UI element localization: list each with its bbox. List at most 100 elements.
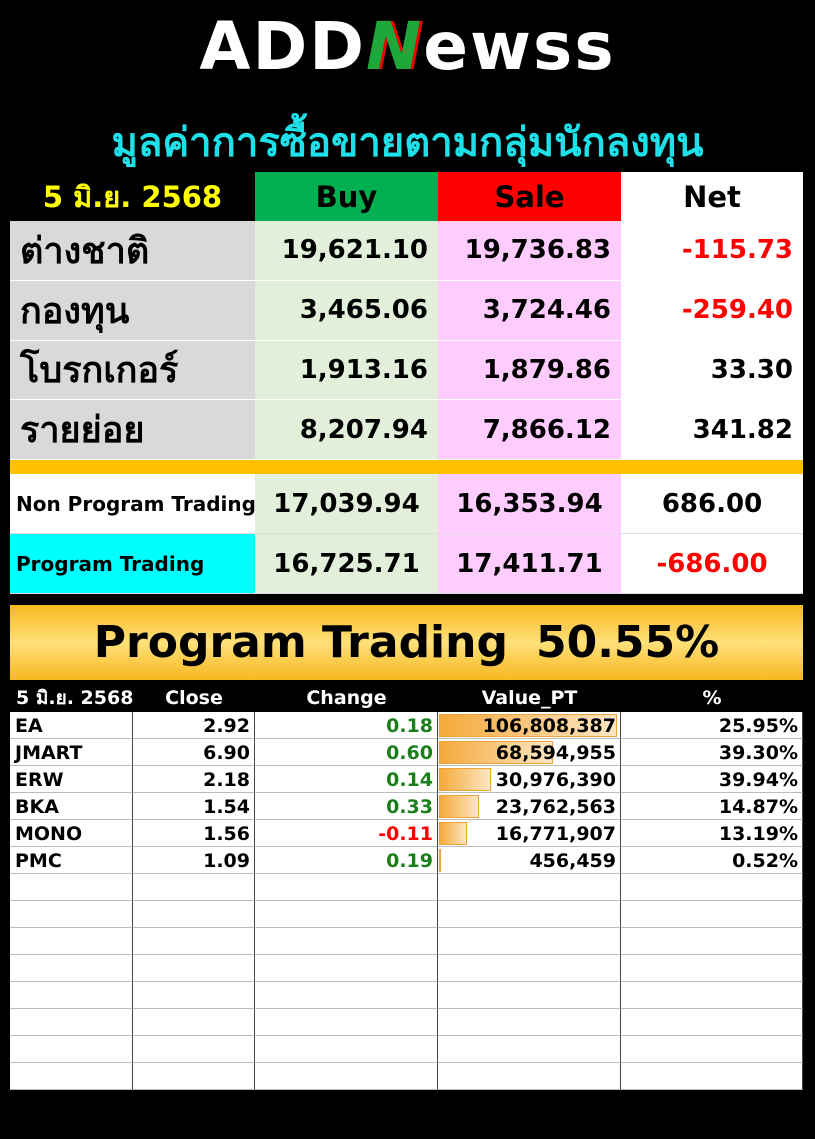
grid-cell bbox=[133, 982, 255, 1009]
stock-value: 1.54 bbox=[203, 795, 250, 818]
grid-cell bbox=[133, 766, 255, 793]
stock-value: 39.94% bbox=[718, 768, 798, 791]
grid-cell bbox=[133, 1063, 255, 1090]
grid-cell bbox=[438, 982, 621, 1009]
grid-cell bbox=[10, 712, 133, 739]
grid-cell bbox=[621, 712, 803, 739]
grid-cell bbox=[10, 820, 133, 847]
summary-value: 33.30 bbox=[621, 340, 803, 401]
stock-symbol: EA bbox=[15, 714, 43, 737]
grid-cell bbox=[621, 820, 803, 847]
grid-cell bbox=[133, 739, 255, 766]
stock-value: 0.52% bbox=[732, 849, 798, 872]
grid-cell bbox=[621, 982, 803, 1009]
group-label: ต่างชาติ bbox=[10, 221, 255, 281]
value-bar bbox=[439, 714, 617, 737]
grid-cell bbox=[133, 793, 255, 820]
summary-value: 8,207.94 bbox=[255, 400, 438, 460]
grid-cell bbox=[438, 928, 621, 955]
stock-table bbox=[10, 712, 803, 1090]
stock-value: 25.95% bbox=[718, 714, 798, 737]
stock-symbol: PMC bbox=[15, 849, 62, 872]
grid-cell bbox=[621, 793, 803, 820]
grid-cell bbox=[438, 1063, 621, 1090]
summary-value: -115.73 bbox=[621, 221, 803, 281]
grid-cell bbox=[255, 928, 438, 955]
summary-header: Net bbox=[621, 172, 803, 221]
program-value: 16,725.71 bbox=[255, 534, 438, 594]
grid-cell bbox=[255, 820, 438, 847]
summary-value: 3,724.46 bbox=[438, 280, 621, 341]
grid-cell bbox=[621, 928, 803, 955]
stock-symbol: ERW bbox=[15, 768, 64, 791]
grid-cell bbox=[621, 847, 803, 874]
grid-cell bbox=[255, 982, 438, 1009]
summary-value: 19,736.83 bbox=[438, 221, 621, 281]
title: มูลค่าการซื้อขายตามกลุ่มนักลงทุน bbox=[111, 120, 704, 166]
group-label: โบรกเกอร์ bbox=[10, 340, 255, 401]
grid-cell bbox=[621, 1009, 803, 1036]
grid-cell bbox=[255, 955, 438, 982]
summary-header: Sale bbox=[438, 172, 621, 221]
stock-value: 0.60 bbox=[386, 741, 433, 764]
program-value: 17,039.94 bbox=[255, 474, 438, 534]
stock-value: 6.90 bbox=[203, 741, 250, 764]
grid-cell bbox=[255, 739, 438, 766]
grid-cell bbox=[133, 1036, 255, 1063]
grid-cell bbox=[10, 847, 133, 874]
stock-symbol: MONO bbox=[15, 822, 83, 845]
grid-cell bbox=[621, 955, 803, 982]
stock-value: 1.09 bbox=[203, 849, 250, 872]
grid-cell bbox=[438, 820, 621, 847]
value-bar bbox=[439, 822, 467, 845]
stock-header: Change bbox=[306, 686, 387, 709]
stock-value: 13.19% bbox=[718, 822, 798, 845]
grid-cell bbox=[255, 1036, 438, 1063]
value-bar bbox=[439, 741, 554, 764]
value-bar bbox=[439, 849, 441, 872]
grid-cell bbox=[10, 1009, 133, 1036]
grid-cell bbox=[255, 847, 438, 874]
logo: ADDNewss bbox=[0, 8, 815, 85]
grid-cell bbox=[10, 1063, 133, 1090]
summary-value: 7,866.12 bbox=[438, 400, 621, 460]
stock-value: 68,594,955 bbox=[495, 741, 616, 764]
grid-cell bbox=[133, 820, 255, 847]
stock-symbol: JMART bbox=[15, 741, 83, 764]
grid-cell bbox=[438, 874, 621, 901]
grid-cell bbox=[255, 712, 438, 739]
logo-right: ewss bbox=[423, 8, 616, 85]
grid-cell bbox=[255, 1063, 438, 1090]
stock-value: 16,771,907 bbox=[495, 822, 616, 845]
stock-value: 0.19 bbox=[386, 849, 433, 872]
summary-value: -259.40 bbox=[621, 280, 803, 341]
stock-value: -0.11 bbox=[378, 822, 433, 845]
stock-value: 2.92 bbox=[203, 714, 250, 737]
grid-cell bbox=[621, 901, 803, 928]
logo-left: ADD bbox=[199, 8, 367, 85]
program-value: 17,411.71 bbox=[438, 534, 621, 594]
summary-header: 5 มิ.ย. 2568 bbox=[10, 172, 255, 221]
banner: Program Trading 50.55% bbox=[10, 605, 803, 680]
grid-cell bbox=[133, 712, 255, 739]
grid-cell bbox=[133, 847, 255, 874]
grid-cell bbox=[133, 901, 255, 928]
grid-cell bbox=[438, 847, 621, 874]
stock-value: 30,976,390 bbox=[495, 768, 616, 791]
grid-cell bbox=[255, 901, 438, 928]
grid-cell bbox=[133, 874, 255, 901]
stock-symbol: BKA bbox=[15, 795, 59, 818]
stock-header: Value_PT bbox=[481, 686, 578, 709]
grid-cell bbox=[133, 955, 255, 982]
stock-value: 106,808,387 bbox=[482, 714, 616, 737]
summary-header: Buy bbox=[255, 172, 438, 221]
grid-cell bbox=[10, 739, 133, 766]
stock-value: 39.30% bbox=[718, 741, 798, 764]
grid-cell bbox=[438, 1009, 621, 1036]
grid-cell bbox=[133, 928, 255, 955]
value-bar bbox=[439, 795, 479, 818]
grid-cell bbox=[10, 766, 133, 793]
summary-value: 3,465.06 bbox=[255, 280, 438, 341]
stock-value: 0.18 bbox=[386, 714, 433, 737]
grid-cell bbox=[10, 982, 133, 1009]
